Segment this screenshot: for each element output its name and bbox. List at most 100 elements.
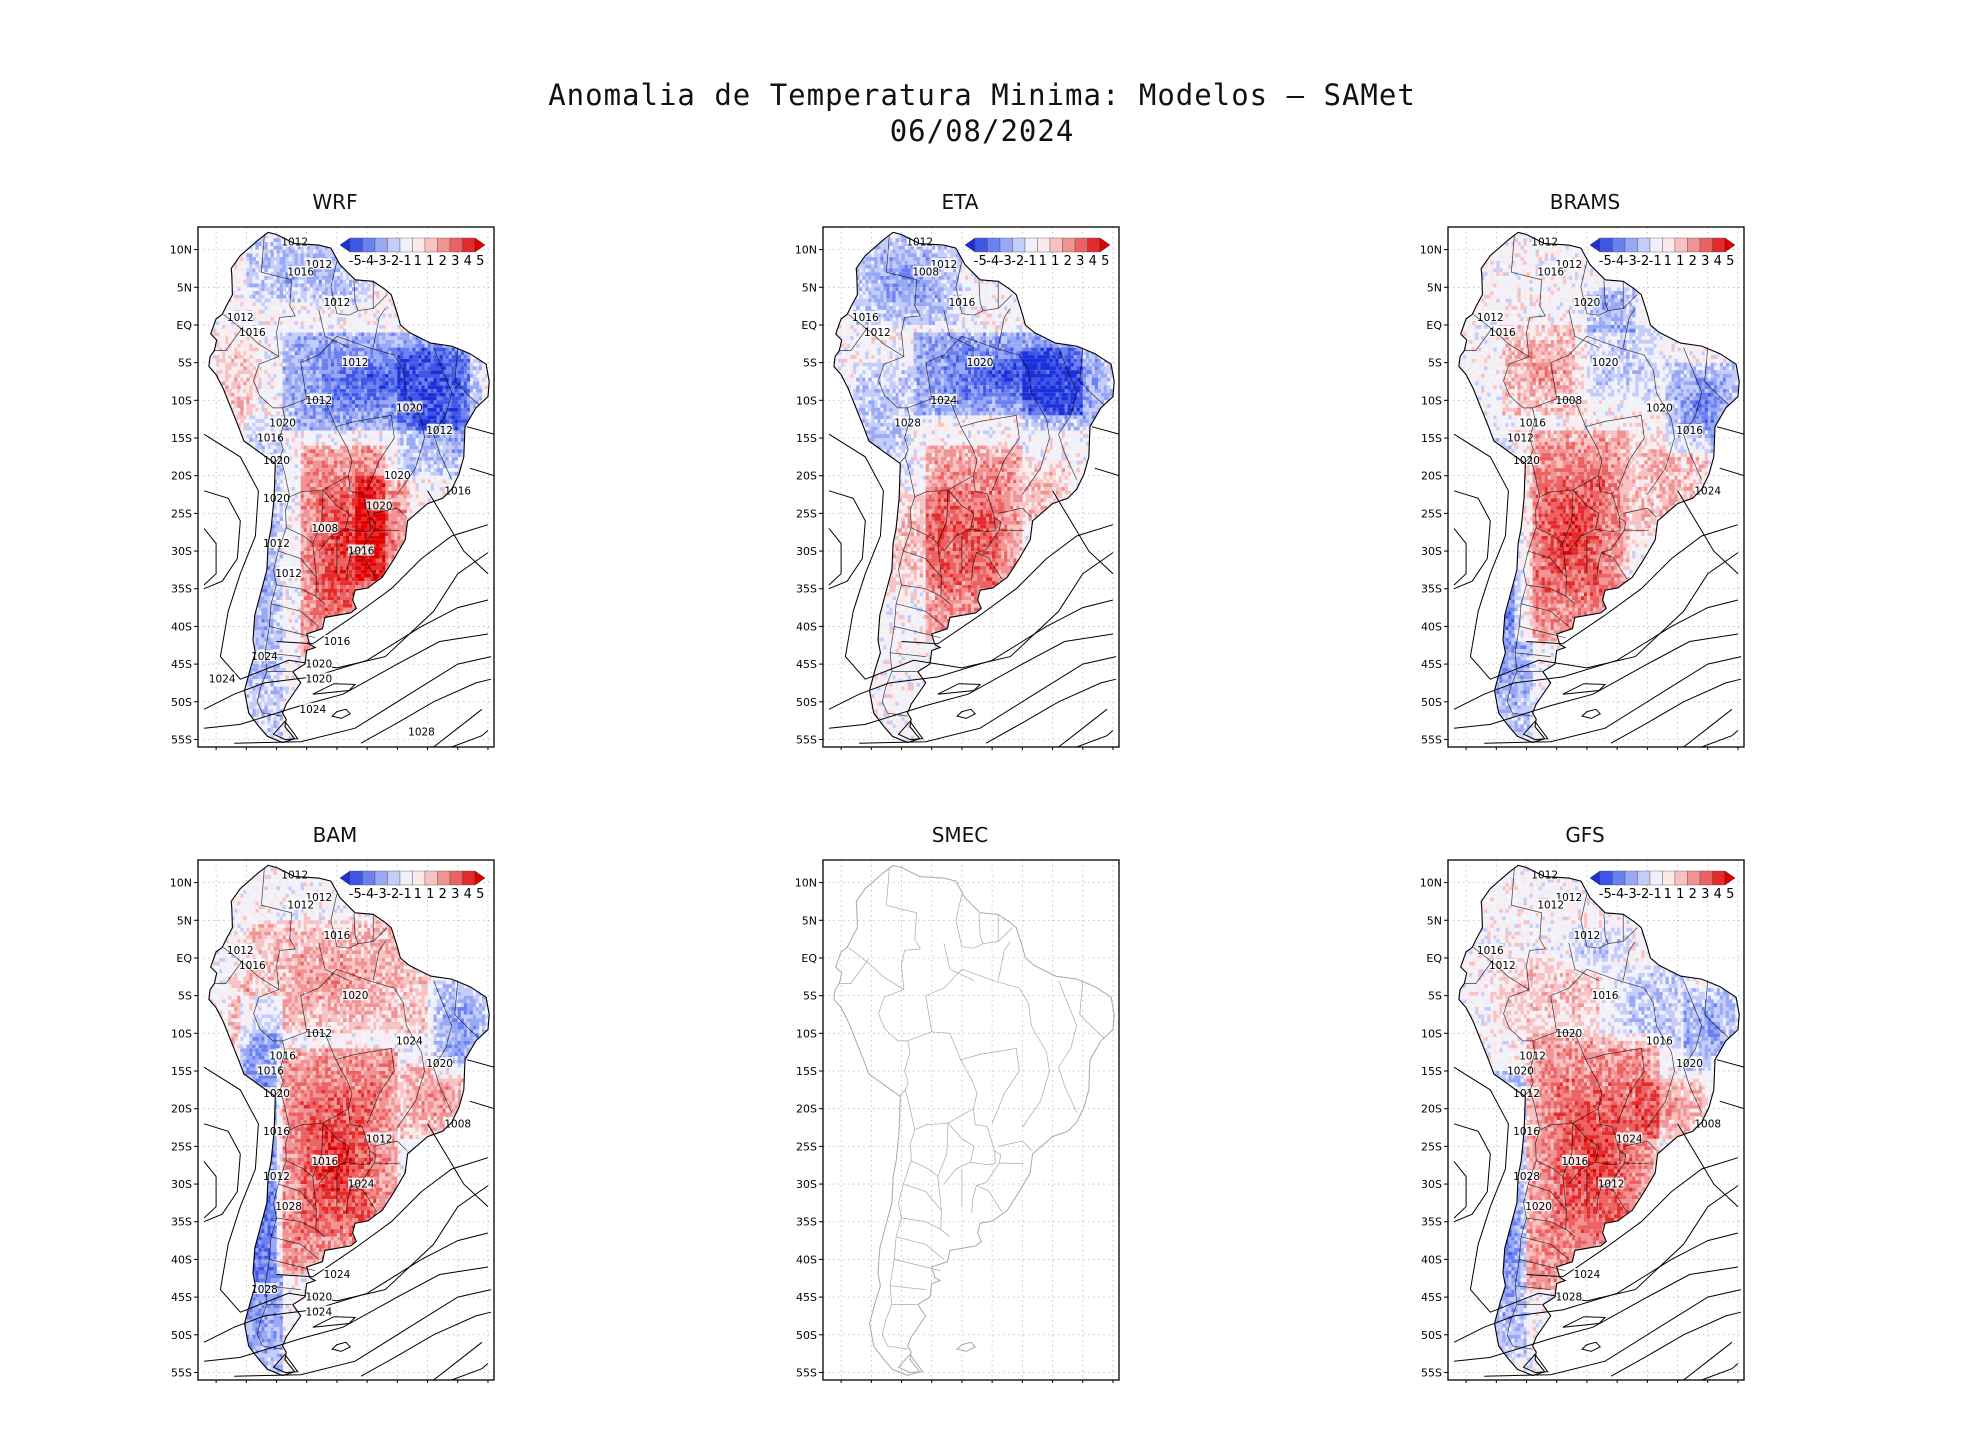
colorbar-swatch [462, 237, 476, 253]
colorbar-swatch [349, 870, 363, 886]
isobars [203, 426, 494, 747]
lat-tick-label: 10S [171, 394, 192, 407]
isobar-label: 1024 [324, 1267, 351, 1281]
isobar-label: 1016 [239, 959, 266, 972]
lat-tick-label: 40S [171, 1253, 192, 1266]
isobar-label: 1012 [281, 868, 308, 882]
colorbar-label: 1 [426, 887, 434, 902]
isobar-label: 1008 [1694, 1117, 1721, 1130]
colorbar-label: -2 [1636, 887, 1649, 902]
map-canvas: 10121012100810161016101210201024102810N5… [795, 226, 1120, 750]
colorbar-label: -3 [1624, 254, 1637, 269]
isobar-label: 1020 [263, 491, 290, 505]
lat-tick-label: 55S [171, 733, 192, 746]
panel-title: BAM [155, 823, 515, 847]
lat-tick-label: 5N [802, 281, 817, 294]
lat-tick-label: 45S [1421, 658, 1442, 671]
country-borders [839, 867, 1105, 1350]
colorbar-swatch [1662, 237, 1676, 253]
lat-tick-label: 40S [796, 1253, 817, 1266]
lat-tick-label: 10S [1421, 1027, 1442, 1040]
map-frame [1447, 226, 1745, 748]
lat-tick-label: 15S [171, 1065, 192, 1078]
colorbar-swatch [1037, 237, 1051, 253]
lat-tick-label: 25S [1421, 1140, 1442, 1153]
lat-tick-label: 20S [171, 470, 192, 483]
isobar-label: 1012 [426, 423, 453, 437]
lat-tick-label: 35S [171, 1216, 192, 1229]
isobar-label: 1012 [1519, 1049, 1546, 1062]
isobar-label: 1016 [1561, 1154, 1589, 1168]
map-frame [197, 226, 495, 748]
coastline [833, 864, 1115, 1377]
isobar-label: 1016 [1477, 943, 1504, 957]
isobar-label: 1020 [384, 469, 411, 482]
colorbar-swatch [374, 237, 388, 253]
isobar-label: 1020 [1574, 295, 1600, 309]
lat-tick-label: 20S [796, 1103, 817, 1116]
map-panel-smec: SMEC 10N 5N EQ 5S 10S 15S 20S 25S 30S 35S 40S 45S 50S… [780, 823, 1140, 1383]
lat-tick-label: 25S [171, 507, 192, 520]
colorbar-label: 5 [1726, 887, 1734, 902]
colorbar-min-arrow [339, 237, 351, 253]
colorbar-label: 3 [451, 887, 459, 902]
isobar-label: 1024 [251, 650, 278, 663]
colorbar-swatch [1624, 870, 1638, 886]
lat-tick-label: 30S [796, 545, 817, 558]
isobar-label: 1020 [1507, 1064, 1534, 1078]
lat-tick-label: EQ [1426, 319, 1442, 332]
isobar-label: 1024 [1694, 484, 1721, 497]
lat-tick-label: 45S [1421, 1291, 1442, 1304]
colorbar-label: 2 [1689, 887, 1697, 902]
colorbar-label: -3 [999, 254, 1012, 269]
lat-tick-label: 30S [171, 1178, 192, 1191]
lat-tick-label: 10S [1421, 394, 1442, 407]
lat-tick-label: 10N [1420, 244, 1442, 257]
isobar-label: 1016 [1676, 423, 1703, 437]
country-borders [214, 234, 480, 717]
lat-tick-label: 30S [171, 545, 192, 558]
isobar-label: 1012 [1574, 928, 1600, 942]
isobar-label: 1016 [1513, 1124, 1540, 1138]
colorbar-label: -4 [361, 254, 374, 269]
lat-tick-label: 10S [796, 1027, 817, 1040]
colorbar-label: 5 [476, 254, 484, 269]
colorbar-label: -3 [374, 254, 387, 269]
isobar-label: 1012 [1531, 868, 1558, 882]
lat-tick-label: 5S [803, 357, 817, 370]
isobar-label: 1020 [305, 672, 332, 686]
isobars [1453, 426, 1744, 747]
isobar-label: 1024 [396, 1034, 423, 1047]
lat-tick-label: 35S [171, 583, 192, 596]
isobar-label: 1016 [311, 1154, 339, 1168]
lat-tick-label: 5S [178, 357, 192, 370]
lat-tick-label: 55S [796, 733, 817, 746]
colorbar-label: -4 [1611, 887, 1624, 902]
lat-tick-label: 50S [796, 696, 817, 709]
isobar-label: 1020 [967, 356, 993, 369]
colorbar-label: -1 [1649, 887, 1662, 902]
colorbar-swatch [1062, 237, 1076, 253]
isobar-label: 1028 [894, 416, 921, 429]
colorbar-label: 4 [1089, 254, 1097, 269]
colorbar-label: -1 [399, 254, 412, 269]
isobar-label: 1012 [366, 1132, 393, 1145]
colorbar-swatch [974, 237, 988, 253]
figure-date: 06/08/2024 [0, 114, 1964, 148]
isobar-label: 1016 [1519, 416, 1546, 429]
isobar-label: 1020 [1676, 1056, 1703, 1070]
colorbar-swatch [449, 237, 463, 253]
colorbar-swatch [1012, 237, 1026, 253]
map-canvas: 10N5NEQ5S10S15S20S25S30S35S40S45S50S55S8… [795, 859, 1120, 1383]
lat-tick-label: 5S [1428, 357, 1442, 370]
colorbar-swatch [424, 870, 438, 886]
isobar-label: 1028 [1555, 1290, 1582, 1304]
isobar-label: 1020 [305, 1290, 332, 1304]
isobars [828, 426, 1119, 747]
lat-tick-label: 40S [796, 620, 817, 633]
colorbar-min-arrow [1589, 237, 1601, 253]
coastline [208, 864, 490, 1377]
colorbar-label: -1 [1024, 254, 1037, 269]
colorbar-label: -2 [386, 254, 399, 269]
colorbar-label: -5 [349, 254, 362, 269]
